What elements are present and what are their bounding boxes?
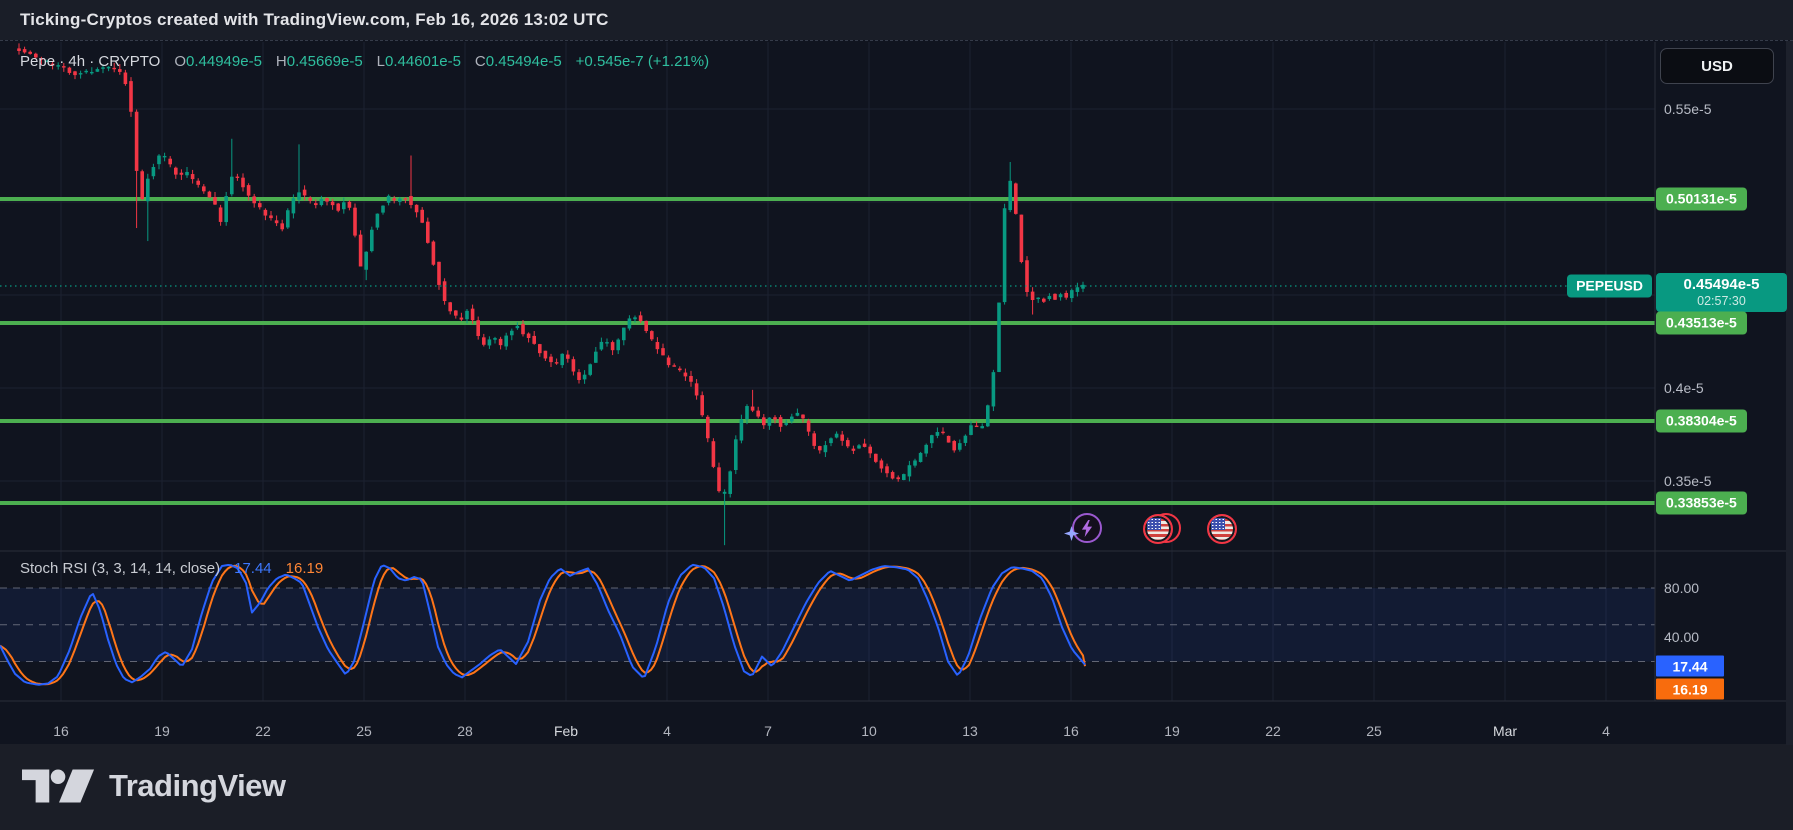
time-axis-label[interactable]: Mar [1492, 723, 1518, 739]
close-value: C0.45494e-5 [474, 53, 562, 70]
high-value: H0.45669e-5 [275, 53, 363, 70]
right-edge-strip [1786, 41, 1793, 745]
time-axis-label[interactable]: 16 [53, 723, 69, 739]
last-price-label: 0.45494e-5 02:57:30 [1656, 273, 1787, 312]
time-axis-label[interactable]: 7 [764, 723, 772, 739]
last-price-value: 0.45494e-5 [1683, 276, 1760, 293]
indicator-value-badge: 16.19 [1656, 678, 1724, 700]
indicator-axis-tick: 80.00 [1664, 580, 1700, 596]
time-axis-label[interactable]: 16 [1063, 723, 1079, 739]
price-axis-tick: 0.55e-5 [1664, 101, 1712, 117]
us-flag-icon [1143, 514, 1173, 544]
indicator-value-badge: 17.44 [1656, 655, 1724, 677]
tradingview-logo[interactable]: TradingView [22, 768, 286, 804]
last-price-symbol-tag: PEPEUSD [1567, 274, 1652, 298]
time-axis-label[interactable]: Feb [553, 723, 579, 739]
currency-toggle-button[interactable]: USD [1660, 48, 1774, 84]
level-price-label: 0.33853e-5 [1656, 491, 1747, 515]
time-axis-label[interactable]: 13 [962, 723, 978, 739]
tradingview-logo-icon [22, 769, 95, 803]
price-chart-canvas[interactable] [0, 41, 1793, 745]
footer-bar: TradingView [0, 744, 1793, 830]
chart-region: Pepe · 4h · CRYPTO O0.44949e-5 H0.45669e… [0, 40, 1793, 745]
indicator-axis-tick: 40.00 [1664, 629, 1700, 645]
time-axis-label[interactable]: 25 [356, 723, 372, 739]
page-title: Ticking-Cryptos created with TradingView… [20, 10, 609, 29]
time-axis-label[interactable]: 22 [255, 723, 271, 739]
time-axis-label[interactable]: 4 [663, 723, 671, 739]
crypto-event-icon[interactable] [1064, 513, 1102, 543]
bar-countdown: 02:57:30 [1697, 294, 1746, 308]
sparkle-icon [1064, 526, 1079, 541]
level-price-label: 0.38304e-5 [1656, 409, 1747, 433]
level-price-label: 0.50131e-5 [1656, 187, 1747, 211]
price-axis-tick: 0.35e-5 [1664, 473, 1712, 489]
time-axis-label[interactable]: 25 [1366, 723, 1382, 739]
time-axis-label[interactable]: 22 [1265, 723, 1281, 739]
symbol-legend[interactable]: Pepe · 4h · CRYPTO O0.44949e-5 H0.45669e… [20, 53, 709, 70]
symbol-name: Pepe · 4h · CRYPTO [20, 53, 161, 70]
us-flag-event-icon[interactable] [1207, 514, 1237, 544]
tradingview-logo-text: TradingView [109, 768, 286, 803]
stoch-d-value: 16.19 [285, 560, 324, 577]
stoch-rsi-legend[interactable]: Stoch RSI (3, 3, 14, 14, close) 17.44 16… [20, 560, 323, 577]
open-value: O0.44949e-5 [174, 53, 262, 70]
time-axis-label[interactable]: 10 [861, 723, 877, 739]
price-axis-tick: 0.4e-5 [1664, 380, 1704, 396]
level-price-label: 0.43513e-5 [1656, 311, 1747, 335]
stoch-k-value: 17.44 [234, 560, 272, 577]
us-flag-event-icon[interactable] [1143, 513, 1181, 544]
change-value: +0.545e-7 (+1.21%) [575, 53, 710, 70]
time-axis-label[interactable]: 19 [154, 723, 170, 739]
time-axis-label[interactable]: 28 [457, 723, 473, 739]
stoch-rsi-title: Stoch RSI (3, 3, 14, 14, close) [20, 560, 221, 577]
us-flag-icon [1207, 514, 1237, 544]
lightning-icon [1072, 513, 1102, 543]
time-axis-label[interactable]: 19 [1164, 723, 1180, 739]
low-value: L0.44601e-5 [376, 53, 461, 70]
time-axis-label[interactable]: 4 [1602, 723, 1610, 739]
window-title-bar: Ticking-Cryptos created with TradingView… [0, 0, 1793, 40]
